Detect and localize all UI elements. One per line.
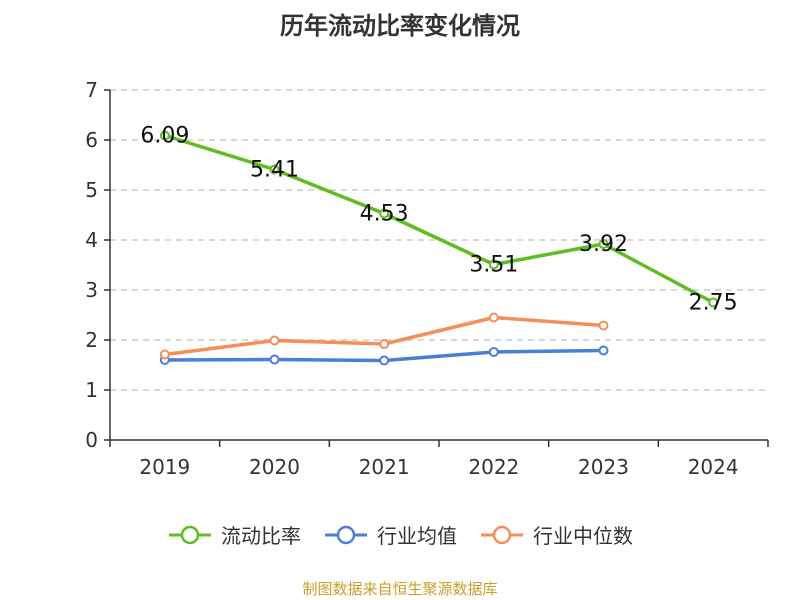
data-point (269, 335, 280, 346)
legend-marker-icon (481, 525, 523, 544)
chart-title: 历年流动比率变化情况 (280, 12, 520, 40)
y-tick-label: 5 (85, 178, 98, 202)
data-label: 4.53 (360, 202, 409, 227)
data-point (488, 312, 499, 323)
legend-label: 行业中位数 (533, 524, 633, 548)
series (159, 130, 719, 366)
legend-item[interactable]: 流动比率 (167, 520, 301, 549)
data-labels: 6.09 5.41 4.53 3.51 3.92 2.75 (140, 124, 737, 316)
legend-item[interactable]: 行业中位数 (479, 520, 633, 549)
data-point (269, 354, 280, 365)
y-tick-label: 6 (85, 128, 98, 152)
series-line (164, 133, 714, 305)
data-point (159, 349, 170, 360)
y-tick-label: 0 (85, 428, 98, 452)
x-tick-label: 2020 (249, 455, 300, 479)
data-point (269, 164, 280, 175)
data-point (379, 208, 390, 219)
legend: 流动比率 行业均值 行业中位数 (0, 520, 800, 549)
x-tick-label: 2023 (578, 455, 629, 479)
data-point (598, 239, 609, 249)
data-point (488, 259, 499, 270)
x-tick-label: 2022 (468, 455, 519, 479)
y-tick-label: 3 (85, 278, 98, 302)
legend-marker-icon (325, 525, 367, 544)
data-point (379, 355, 390, 366)
data-label: 2.75 (689, 291, 738, 316)
data-point (598, 345, 609, 356)
x-tick-label: 2019 (139, 455, 190, 479)
y-tick-label: 7 (85, 78, 98, 102)
legend-label: 流动比率 (221, 524, 301, 548)
y-tick-label: 4 (85, 228, 98, 252)
data-label: 6.09 (140, 124, 189, 149)
data-label: 3.92 (579, 232, 628, 257)
data-label: 3.51 (469, 253, 518, 278)
axes: 0 1 2 3 4 5 6 7 2019 2020 2021 2022 2023 2024 (85, 78, 769, 479)
data-label: 5.41 (250, 158, 299, 183)
legend-label: 行业均值 (377, 524, 457, 548)
data-point (488, 347, 499, 357)
x-tick-label: 2021 (359, 455, 410, 479)
legend-marker-icon (169, 525, 211, 544)
data-point (708, 297, 719, 308)
x-tick-label: 2024 (688, 455, 739, 479)
y-tick-label: 1 (85, 378, 98, 402)
legend-item[interactable]: 行业均值 (323, 520, 457, 549)
y-tick-label: 2 (85, 328, 98, 352)
data-point (379, 339, 390, 349)
source-note: 制图数据来自恒生聚源数据库 (302, 580, 498, 598)
data-point (598, 320, 609, 331)
data-point (159, 130, 170, 141)
